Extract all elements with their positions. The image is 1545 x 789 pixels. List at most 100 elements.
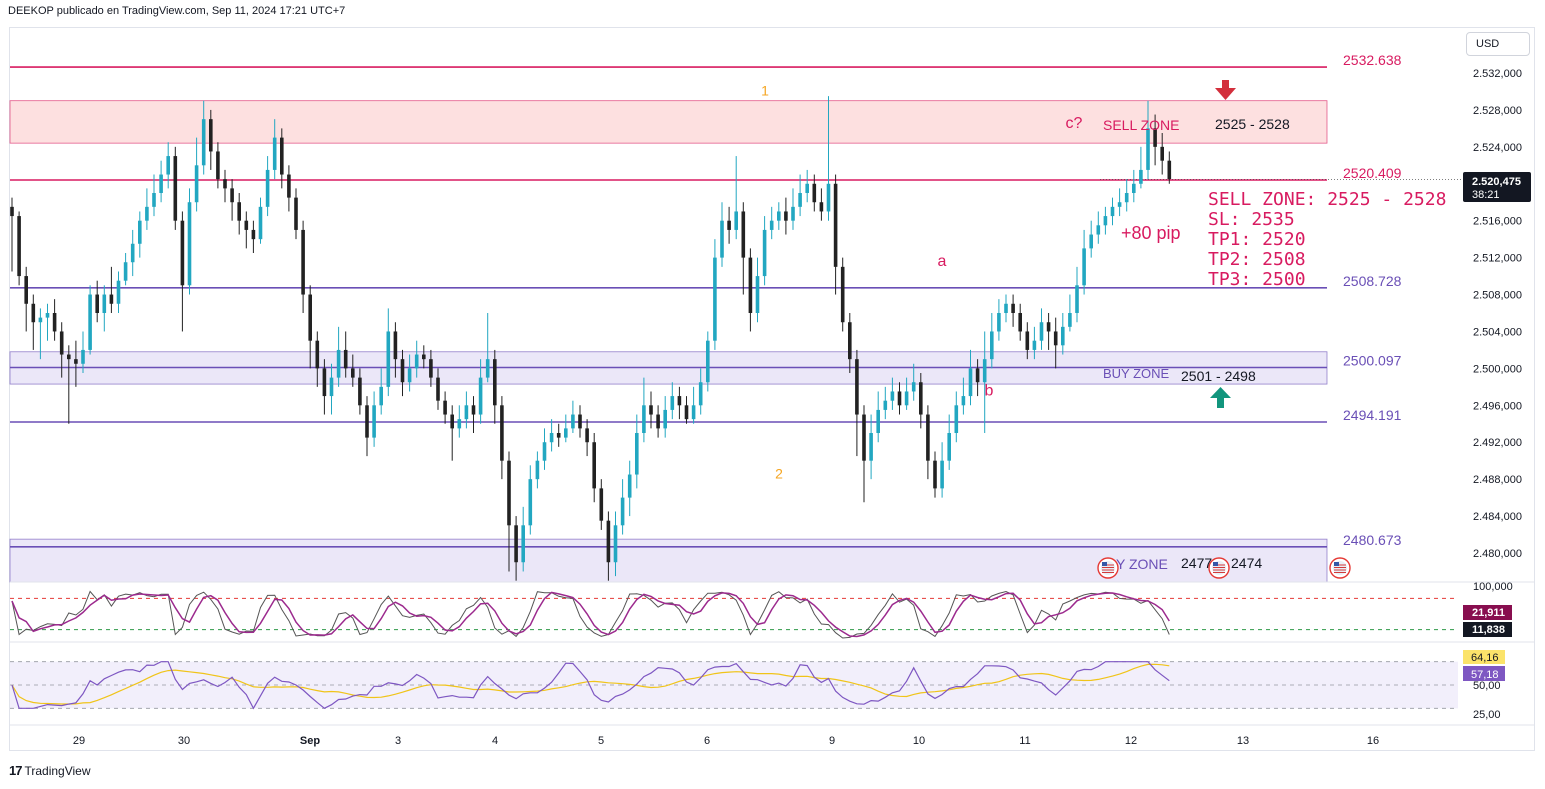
low-zone-range-left: 2477 bbox=[1181, 555, 1212, 571]
candle-body bbox=[947, 433, 951, 461]
rsi-ma-badge bbox=[1463, 650, 1505, 664]
low-zone-name: Y ZONE bbox=[1116, 556, 1168, 572]
candle-body bbox=[351, 368, 355, 378]
candle-body bbox=[251, 229, 256, 240]
candle-body bbox=[436, 377, 440, 401]
candle-body bbox=[67, 354, 71, 360]
candle-body bbox=[535, 460, 540, 480]
level-label: 2520.409 bbox=[1343, 165, 1402, 181]
candle-body bbox=[904, 391, 909, 406]
price-tick-label: 2.512,000 bbox=[1473, 253, 1522, 265]
buy-zone-range: 2501 - 2498 bbox=[1181, 368, 1256, 384]
stoch-d-line bbox=[11, 591, 1170, 638]
candle-body bbox=[31, 303, 36, 323]
economic-event-flag-icon bbox=[1329, 557, 1351, 579]
candle-body bbox=[521, 525, 525, 563]
candle-body bbox=[223, 179, 227, 189]
last-price-label: 2.520,475 bbox=[1472, 176, 1521, 188]
candle-body bbox=[656, 414, 660, 429]
candle-body bbox=[365, 405, 369, 438]
candle-body bbox=[1075, 285, 1079, 313]
candle-body bbox=[1132, 183, 1136, 193]
candle-body bbox=[272, 137, 277, 170]
time-tick-label: 4 bbox=[492, 735, 498, 747]
candle-body bbox=[684, 405, 689, 420]
candle-body bbox=[876, 409, 880, 433]
countdown-label: 38:21 bbox=[1472, 189, 1500, 201]
candle-body bbox=[883, 400, 888, 410]
candle-body bbox=[230, 188, 234, 203]
candle-body bbox=[1068, 313, 1072, 327]
candle-body bbox=[166, 156, 170, 175]
candle-body bbox=[116, 280, 121, 304]
candle-body bbox=[954, 405, 959, 433]
candle-body bbox=[855, 359, 859, 415]
candle-body bbox=[919, 382, 923, 415]
candle-body bbox=[237, 202, 241, 221]
trade-plan-line: TP1: 2520 bbox=[1208, 229, 1306, 250]
candle-body bbox=[514, 525, 518, 563]
candle-body bbox=[308, 294, 312, 341]
stoch-d-badge bbox=[1463, 622, 1512, 637]
candle-body bbox=[209, 119, 213, 152]
stoch-tick-label: 100,000 bbox=[1473, 581, 1513, 593]
currency-button[interactable]: USD bbox=[1466, 32, 1530, 56]
zones-layer bbox=[9, 100, 1328, 583]
candle-body bbox=[606, 520, 611, 563]
footer[interactable]: 17 TradingView bbox=[9, 763, 91, 778]
price-tick-label: 2.528,000 bbox=[1473, 105, 1522, 117]
footer-brand: TradingView bbox=[24, 763, 91, 778]
candle-body bbox=[1032, 340, 1037, 350]
stoch-k-badge bbox=[1463, 605, 1512, 620]
candle-body bbox=[173, 156, 178, 221]
price-tick-label: 2.532,000 bbox=[1473, 68, 1522, 80]
candle-body bbox=[677, 396, 682, 406]
candle-body bbox=[123, 262, 128, 281]
levels-layer: 2532.638 2520.409 2508.728 2500.097 2494.191… bbox=[10, 52, 1462, 548]
candle-body bbox=[706, 340, 710, 383]
candle-body bbox=[372, 405, 376, 438]
candle-body bbox=[585, 428, 589, 443]
candle-body bbox=[599, 488, 604, 521]
rsi-tick-label: 25,00 bbox=[1473, 709, 1501, 721]
candle-body bbox=[862, 414, 866, 461]
candle-body bbox=[869, 433, 873, 461]
level-label: 2480.673 bbox=[1343, 532, 1402, 548]
candle-body bbox=[556, 433, 561, 438]
candle-body bbox=[982, 359, 987, 383]
price-tick-label: 2.488,000 bbox=[1473, 474, 1522, 486]
candle-body bbox=[422, 354, 426, 360]
candle-body bbox=[485, 359, 490, 378]
candle-body bbox=[798, 193, 802, 207]
candle-body bbox=[1153, 128, 1157, 147]
candle-body bbox=[968, 368, 973, 397]
candle-body bbox=[450, 414, 454, 429]
candle-body bbox=[471, 405, 476, 415]
wave-label: b bbox=[985, 382, 994, 399]
trade-plan-line: SL: 2535 bbox=[1208, 209, 1295, 230]
pip-target-label: +80 pip bbox=[1121, 223, 1181, 243]
time-tick-label: 10 bbox=[913, 735, 925, 747]
candle-body bbox=[940, 460, 944, 489]
time-tick-label: Sep bbox=[300, 735, 320, 747]
candle-body bbox=[265, 169, 270, 207]
candle-body bbox=[38, 317, 43, 323]
trade-plan-line: TP2: 2508 bbox=[1208, 249, 1306, 270]
candle-body bbox=[819, 202, 824, 212]
rsi-tick-label: 50,00 bbox=[1473, 680, 1501, 692]
candle-body bbox=[911, 382, 916, 392]
stoch-k-line bbox=[11, 590, 1170, 639]
candle-body bbox=[784, 211, 788, 221]
candle-body bbox=[812, 183, 817, 203]
candle-body bbox=[1018, 313, 1022, 332]
price-tick-label: 2.484,000 bbox=[1473, 511, 1522, 523]
candle-body bbox=[997, 313, 1001, 332]
candle-body bbox=[45, 313, 50, 318]
economic-event-flag-icon bbox=[1208, 557, 1230, 579]
zone-sell-0 bbox=[9, 100, 1328, 144]
candle-body bbox=[741, 211, 746, 258]
wave-label: a bbox=[938, 253, 947, 270]
candle-body bbox=[216, 151, 220, 180]
candle-body bbox=[24, 276, 28, 304]
